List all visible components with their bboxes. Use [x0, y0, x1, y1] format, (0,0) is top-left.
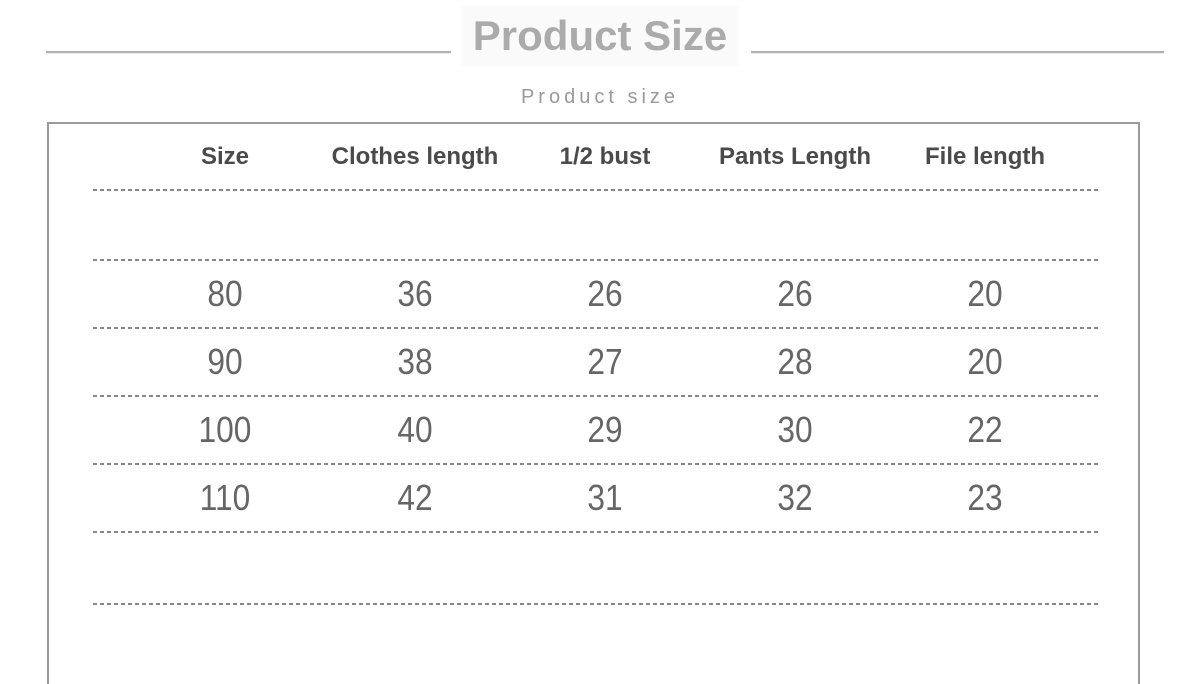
table-cell: 100 — [198, 409, 252, 450]
header-cell-size: Size — [200, 142, 250, 170]
table-cell: 36 — [397, 273, 433, 314]
table-cell: 80 — [207, 273, 243, 314]
header-cell-pants-length: Pants Length — [718, 142, 871, 170]
row-separator-dashed — [93, 395, 1101, 397]
table-cell: 27 — [587, 341, 623, 382]
size-table: Size Clothes length 1/2 bust Pants Lengt… — [47, 122, 1140, 684]
table-cell: 90 — [207, 341, 243, 382]
table-cell: 31 — [587, 477, 623, 518]
table-empty-row — [49, 191, 1138, 259]
table-cell: 26 — [587, 273, 623, 314]
title-divider-left — [46, 51, 451, 53]
header-cell-half-bust: 1/2 bust — [559, 142, 651, 170]
table-cell: 20 — [967, 341, 1003, 382]
table-empty-row — [49, 533, 1138, 603]
title-background-patch — [462, 6, 738, 66]
row-separator-dashed — [93, 259, 1101, 261]
header-cell-clothes-length: Clothes length — [331, 142, 499, 170]
title-divider-right — [751, 51, 1164, 53]
row-separator-dashed — [93, 531, 1101, 533]
table-cell: 32 — [777, 477, 813, 518]
table-cell: 20 — [967, 273, 1003, 314]
table-cell: 38 — [397, 341, 433, 382]
row-separator-dashed — [93, 189, 1101, 191]
row-separator-dashed — [93, 603, 1101, 605]
table-cell: 110 — [199, 477, 251, 518]
table-cell: 30 — [777, 409, 813, 450]
table-row: 100 40 29 30 22 — [49, 397, 1138, 463]
table-cell: 28 — [777, 341, 813, 382]
table-cell: 26 — [777, 273, 813, 314]
table-header-row: Size Clothes length 1/2 bust Pants Lengt… — [49, 124, 1138, 189]
table-cell: 23 — [967, 477, 1003, 518]
header-cell-file-length: File length — [925, 142, 1045, 170]
page-subtitle: Product size — [520, 86, 680, 108]
row-separator-dashed — [93, 327, 1101, 329]
table-cell: 42 — [397, 477, 433, 518]
table-cell: 40 — [397, 409, 433, 450]
table-cutoff-row — [49, 605, 1138, 645]
table-row: 80 36 26 26 20 — [49, 261, 1138, 327]
table-row: 90 38 27 28 20 — [49, 329, 1138, 395]
table-cell: 29 — [587, 409, 623, 450]
page-title: Product Size — [472, 12, 728, 59]
table-cell: 22 — [967, 409, 1003, 450]
table-row: 110 42 31 32 23 — [49, 465, 1138, 531]
row-separator-dashed — [93, 463, 1101, 465]
